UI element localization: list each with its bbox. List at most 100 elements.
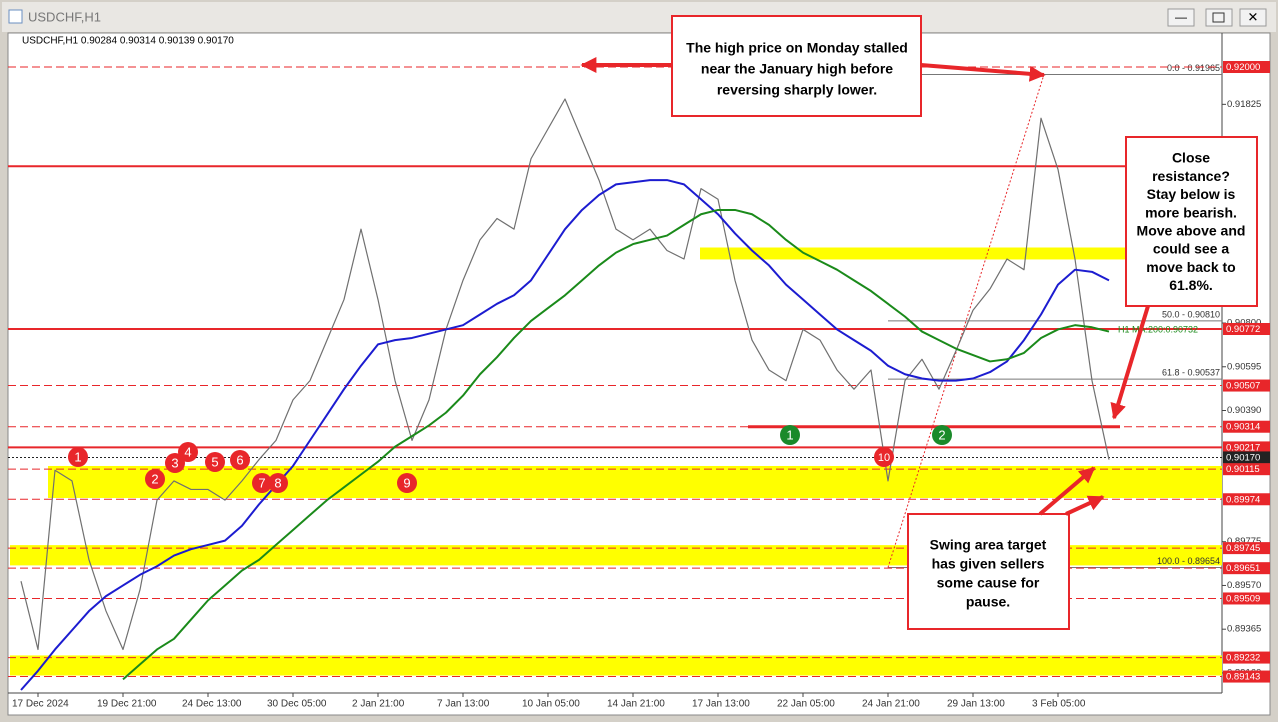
level-tag <box>1223 463 1270 476</box>
level-tag <box>1223 323 1270 336</box>
close-icon: ✕ <box>1248 9 1259 24</box>
support-zone <box>10 655 1222 676</box>
x-tick-label: 7 Jan 13:00 <box>437 699 490 710</box>
maximize-button[interactable] <box>1205 8 1233 27</box>
count-label: 8 <box>274 475 281 490</box>
count-marker <box>178 442 198 462</box>
y-tick-label: 0.89570 <box>1227 580 1261 591</box>
count-marker <box>252 473 272 493</box>
count-marker <box>268 473 288 493</box>
level-tag <box>1223 670 1270 683</box>
count-label: 1 <box>74 449 81 464</box>
moving-average <box>20 179 1110 691</box>
callout-text: more bearish. <box>1145 204 1237 220</box>
arrow <box>1065 495 1105 516</box>
count-label: 4 <box>184 444 191 459</box>
x-tick-label: 29 Jan 13:00 <box>947 699 1005 710</box>
level-tag <box>1223 379 1270 392</box>
fib-label: 100.0 - 0.89654 <box>1157 556 1220 566</box>
chart-header: USDCHF,H1 0.90284 0.90314 0.90139 0.9017… <box>22 36 234 47</box>
count-marker <box>397 473 417 493</box>
fib-label: 50.0 - 0.90810 <box>1162 309 1220 319</box>
level-label: 0.89974 <box>1226 494 1260 505</box>
count-label: 7 <box>258 475 265 490</box>
level-tag <box>1223 562 1270 575</box>
arrow <box>1110 305 1150 420</box>
support-zone <box>48 465 1222 498</box>
callout-text: could see a <box>1153 241 1229 257</box>
level-label: 0.90170 <box>1226 452 1260 463</box>
level-label: 0.89651 <box>1226 563 1260 574</box>
count-marker <box>205 452 225 472</box>
level-tag <box>1223 592 1270 605</box>
callout-text: move back to <box>1146 259 1235 275</box>
level-label: 0.90115 <box>1226 464 1260 475</box>
window-title: USDCHF,H1 <box>28 9 101 24</box>
level-label: 0.90314 <box>1226 422 1260 433</box>
count-marker <box>145 469 165 489</box>
count-marker <box>68 447 88 467</box>
x-tick-label: 3 Feb 05:00 <box>1032 699 1086 710</box>
support-zone <box>700 247 1125 260</box>
callout-text: near the January high before <box>701 61 893 77</box>
price-line <box>20 98 1110 651</box>
callout-text: 61.8%. <box>1169 277 1213 293</box>
y-tick-label: 0.89775 <box>1227 536 1261 547</box>
level-label: 0.92000 <box>1226 62 1260 73</box>
callout-box <box>907 513 1070 630</box>
x-tick-label: 22 Jan 05:00 <box>777 699 835 710</box>
x-tick-label: 24 Jan 21:00 <box>862 699 920 710</box>
count-marker <box>780 425 800 445</box>
callout-text: The high price on Monday stalled <box>686 40 908 56</box>
level-tag <box>1223 493 1270 506</box>
level-tag <box>1223 651 1270 664</box>
title-bar <box>2 2 1276 32</box>
ma-label: H1 MA:200:0.90732 <box>1118 324 1198 334</box>
x-tick-label: 19 Dec 21:00 <box>97 699 157 710</box>
level-label: 0.89745 <box>1226 543 1260 554</box>
arrow <box>1038 466 1096 516</box>
x-tick-label: 14 Jan 21:00 <box>607 699 665 710</box>
count-label: 5 <box>211 454 218 469</box>
count-marker <box>874 447 894 467</box>
y-tick-label: 0.90595 <box>1227 361 1261 372</box>
level-tag <box>1223 542 1270 555</box>
x-tick-label: 24 Dec 13:00 <box>182 699 242 710</box>
callout-box <box>1125 136 1258 307</box>
callout-text: pause. <box>966 594 1010 610</box>
callout-text: Stay below is <box>1147 186 1236 202</box>
count-marker <box>932 425 952 445</box>
level-label: 0.89509 <box>1226 593 1260 604</box>
count-label: 1 <box>786 427 793 442</box>
minimize-icon: — <box>1175 10 1187 24</box>
level-tag <box>1223 451 1270 464</box>
x-tick-label: 10 Jan 05:00 <box>522 699 580 710</box>
fib-label: 61.8 - 0.90537 <box>1162 368 1220 378</box>
count-label: 3 <box>171 455 178 470</box>
count-label: 2 <box>151 471 158 486</box>
y-tick-label: 0.89365 <box>1227 624 1261 635</box>
callout-text: Swing area target <box>930 537 1047 553</box>
count-label: 6 <box>236 452 243 467</box>
callout-text: some cause for <box>937 575 1040 591</box>
callout-text: has given sellers <box>932 556 1045 572</box>
maximize-icon <box>1212 12 1225 23</box>
level-tag <box>1223 420 1270 433</box>
minimize-button[interactable] <box>1167 8 1195 27</box>
x-tick-label: 17 Jan 13:00 <box>692 699 750 710</box>
y-tick-label: 0.90390 <box>1227 405 1261 416</box>
callout-text: Close <box>1172 150 1210 166</box>
level-label: 0.90772 <box>1226 324 1260 335</box>
x-tick-label: 17 Dec 2024 <box>12 699 69 710</box>
level-label: 0.90507 <box>1226 381 1260 392</box>
moving-average <box>122 208 1110 681</box>
y-tick-label: 0.91825 <box>1227 99 1261 110</box>
close-button[interactable] <box>1239 8 1267 27</box>
count-label: 9 <box>403 475 410 490</box>
arrow <box>920 63 1046 82</box>
callout-text: resistance? <box>1152 168 1230 184</box>
count-label: 10 <box>878 452 890 464</box>
level-tag <box>1223 61 1270 74</box>
window-icon <box>8 9 23 24</box>
